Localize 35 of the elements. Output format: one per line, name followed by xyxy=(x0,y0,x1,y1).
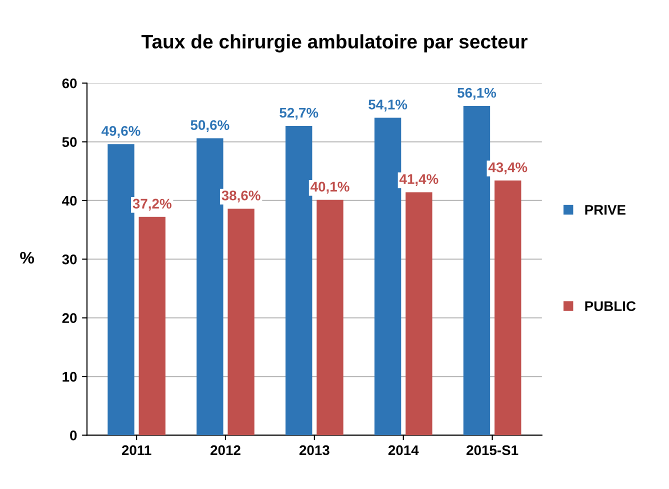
data-label: 43,4% xyxy=(488,162,528,174)
x-tick-label: 2014 xyxy=(388,445,419,456)
legend-label: PUBLIC xyxy=(585,301,636,312)
data-label: 40,1% xyxy=(310,182,350,194)
data-label: 38,6% xyxy=(222,190,260,202)
bar xyxy=(494,180,522,436)
chart-title: Taux de chirurgie ambulatoire par secteur xyxy=(141,34,528,52)
x-tick-label: 2015-S1 xyxy=(466,445,518,456)
bar xyxy=(196,138,224,436)
y-tick-label: 0 xyxy=(70,430,77,440)
data-label: 49,6% xyxy=(102,126,140,138)
data-label: 37,2% xyxy=(132,198,172,211)
bar xyxy=(108,144,134,436)
data-label: 50,6% xyxy=(190,120,230,132)
y-tick-label: 30 xyxy=(62,254,77,264)
bar xyxy=(316,200,344,436)
bar xyxy=(286,126,312,436)
data-label: 52,7% xyxy=(280,108,318,120)
bar xyxy=(374,118,402,436)
x-tick-label: 2013 xyxy=(299,445,330,456)
y-tick-label: 10 xyxy=(62,372,77,382)
data-label: 41,4% xyxy=(399,174,438,186)
x-tick-label: 2011 xyxy=(122,445,152,456)
bar xyxy=(138,216,166,436)
x-tick-label: 2012 xyxy=(210,445,240,456)
data-label: 56,1% xyxy=(457,88,496,100)
data-label: 54,1% xyxy=(368,100,408,112)
y-tick-label: 20 xyxy=(62,313,77,324)
bar xyxy=(228,208,254,436)
y-tick-label: 60 xyxy=(62,78,77,88)
y-axis-title: % xyxy=(20,252,34,264)
bar xyxy=(406,192,432,436)
legend-label: PRIVE xyxy=(585,205,626,215)
y-tick-label: 50 xyxy=(62,137,77,147)
y-tick-label: 40 xyxy=(62,196,77,206)
